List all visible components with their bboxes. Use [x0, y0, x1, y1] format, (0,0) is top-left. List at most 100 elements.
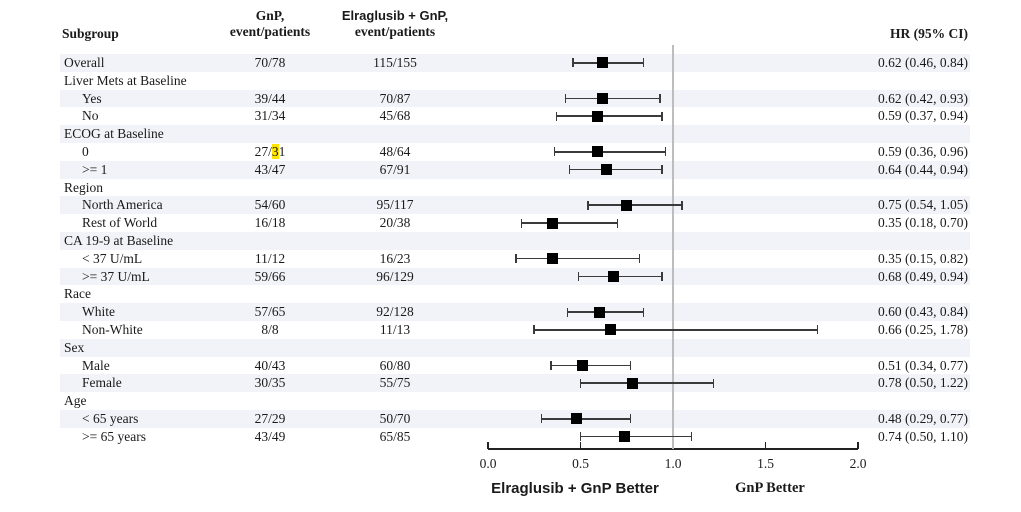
hr-point-marker: [619, 431, 631, 443]
hr-point-marker: [571, 413, 583, 425]
ci-line: [565, 97, 661, 100]
hr-ci-value: 0.48 (0.29, 0.77): [878, 410, 968, 426]
subgroup-table: Overall 70/78 115/155 0.62 (0.46, 0.84) Live…: [60, 54, 970, 446]
gnp-events-value: 31/34: [254, 108, 286, 124]
elraglusib-events-value: 67/91: [379, 161, 411, 177]
subgroup-label: North America: [82, 197, 163, 213]
ci-cap: [664, 147, 667, 157]
elraglusib-events-value: 96/129: [376, 268, 414, 284]
column-header-subgroup: Subgroup: [62, 26, 119, 41]
subgroup-label: 0: [82, 143, 89, 159]
gnp-events-value: 8/8: [261, 321, 279, 337]
column-header-elraglusib: Elraglusib + GnP, event/patients: [341, 8, 449, 39]
hr-point-marker: [547, 217, 559, 229]
table-row: Non-White 8/8 11/13 0.66 (0.25, 1.78): [60, 321, 970, 339]
hr-ci-value: 0.51 (0.34, 0.77): [878, 357, 968, 373]
category-row: ECOG at Baseline: [60, 125, 970, 143]
axis-tick-label: 2.0: [849, 456, 867, 471]
gnp-events-value: 43/47: [254, 161, 286, 177]
subgroup-label: Female: [82, 375, 122, 391]
subgroup-label: ECOG at Baseline: [64, 126, 164, 142]
ci-cap: [661, 111, 663, 121]
ci-line: [569, 168, 662, 171]
ci-cap: [629, 414, 632, 424]
subgroup-label: Race: [64, 286, 91, 302]
ci-cap: [642, 307, 645, 317]
hr-point-marker: [591, 146, 603, 158]
table-row: Overall 70/78 115/155 0.62 (0.46, 0.84): [60, 54, 970, 72]
elraglusib-events-value: 16/23: [379, 250, 411, 266]
category-row: CA 19-9 at Baseline: [60, 231, 970, 250]
ci-cap: [568, 165, 571, 175]
subgroup-label: Liver Mets at Baseline: [64, 72, 187, 88]
table-row: < 37 U/mL 11/12 16/23 0.35 (0.15, 0.82): [60, 250, 970, 268]
table-row: Yes 39/44 70/87 0.62 (0.42, 0.93): [60, 89, 970, 108]
category-row: Liver Mets at Baseline: [60, 72, 970, 90]
subgroup-label: Yes: [82, 90, 102, 106]
hr-ci-value: 0.35 (0.18, 0.70): [878, 215, 968, 231]
gnp-events-value: 39/44: [254, 90, 286, 106]
ci-line: [534, 329, 818, 331]
gnp-events-value: 59/66: [254, 268, 286, 284]
hr-ci-value: 0.74 (0.50, 1.10): [878, 428, 968, 444]
hr-ci-value: 0.64 (0.44, 0.94): [878, 161, 968, 177]
table-row: Rest of World 16/18 20/38 0.35 (0.18, 0.70): [60, 214, 970, 232]
axis-tick-label: 0.5: [572, 456, 589, 471]
hr-point-marker: [626, 377, 638, 389]
table-row: Male 40/43 60/80 0.51 (0.34, 0.77): [60, 357, 970, 375]
axis-tick: [579, 442, 582, 449]
hr-point-marker: [593, 306, 605, 318]
ci-cap: [587, 200, 589, 210]
axis-tick-label: 1.5: [757, 456, 774, 471]
ci-cap: [579, 432, 582, 442]
table-row: 0 27/31 48/64 0.59 (0.36, 0.96): [60, 143, 970, 161]
hr-point-marker: [604, 324, 616, 336]
hr-point-marker: [576, 359, 588, 371]
reference-line: [672, 45, 674, 449]
elraglusib-events-value: 45/68: [379, 108, 411, 124]
hr-ci-value: 0.59 (0.37, 0.94): [878, 108, 968, 124]
elraglusib-events-value: 50/70: [379, 410, 411, 426]
ci-cap: [564, 93, 567, 103]
ci-cap: [816, 325, 819, 335]
gnp-events-value: 40/43: [254, 357, 286, 373]
axis-label-right: GnP Better: [735, 480, 805, 496]
subgroup-label: >= 1: [82, 161, 108, 177]
table-row: < 65 years 27/29 50/70 0.48 (0.29, 0.77): [60, 409, 970, 428]
gnp-events-value: 54/60: [254, 197, 286, 213]
subgroup-label: < 65 years: [82, 410, 139, 426]
axis-tick-label: 1.0: [664, 456, 682, 471]
highlighted-digit: 3: [271, 143, 279, 159]
ci-cap: [629, 360, 632, 370]
elraglusib-events-value: 70/87: [379, 90, 411, 106]
ci-line: [567, 311, 644, 313]
axis-label-left: Elraglusib + GnP Better: [491, 480, 659, 497]
hr-point-marker: [621, 199, 633, 211]
ci-line: [550, 364, 631, 367]
subgroup-label: White: [82, 304, 115, 320]
ci-cap: [577, 271, 580, 281]
category-row: Region: [60, 179, 970, 197]
axis-tick: [764, 442, 767, 449]
ci-cap: [661, 165, 663, 175]
axis-tick: [857, 442, 859, 449]
hr-ci-value: 0.78 (0.50, 1.22): [878, 375, 968, 391]
ci-cap: [616, 218, 619, 228]
ci-cap: [638, 254, 641, 264]
elraglusib-events-value: 55/75: [379, 375, 411, 391]
gnp-events-value: 27/31: [254, 143, 286, 159]
gnp-events-value: 30/35: [254, 375, 286, 391]
hr-point-marker: [597, 57, 609, 69]
column-header-hr: HR (95% CI): [890, 26, 968, 41]
gnp-events-value: 70/78: [254, 55, 286, 70]
ci-cap: [572, 58, 574, 68]
gnp-events-value: 43/49: [254, 428, 286, 444]
hr-ci-value: 0.35 (0.15, 0.82): [878, 250, 968, 266]
ci-line: [556, 115, 662, 118]
table-row: >= 1 43/47 67/91 0.64 (0.44, 0.94): [60, 160, 970, 179]
hr-point-marker: [597, 92, 609, 104]
table-row: North America 54/60 95/117 0.75 (0.54, 1.05…: [60, 196, 970, 215]
axis-tick-label: 0.0: [479, 456, 497, 471]
hr-point-marker: [608, 270, 620, 282]
